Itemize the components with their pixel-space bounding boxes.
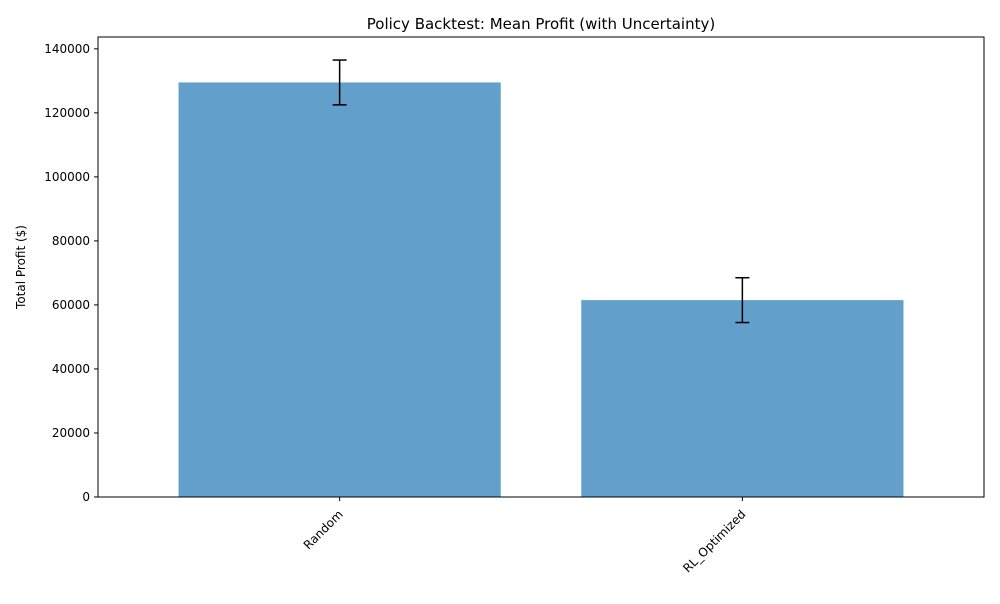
error-bars-layer: [332, 59, 750, 324]
y-tick-label: 0: [82, 490, 90, 504]
y-tick-label: 40000: [52, 362, 90, 376]
y-tick-label: 60000: [52, 298, 90, 312]
error-bar-random: [332, 59, 347, 106]
y-tick-label: 100000: [44, 170, 90, 184]
y-tick-label: 120000: [44, 106, 90, 120]
y-tick-label: 80000: [52, 234, 90, 248]
bar-random: [178, 82, 501, 497]
y-tick-label: 20000: [52, 426, 90, 440]
plot-frame: [97, 36, 985, 498]
error-bar-rl-optimized: [735, 276, 750, 324]
y-tick-label: 140000: [44, 42, 90, 56]
x-tick-label: Random: [301, 507, 346, 552]
x-tick-label: RL_Optimized: [680, 507, 748, 575]
y-axis-label: Total Profit ($): [14, 225, 28, 310]
bars-layer: [178, 82, 904, 497]
chart-title: Policy Backtest: Mean Profit (with Uncer…: [367, 15, 715, 33]
bar-rl-optimized: [581, 300, 904, 497]
